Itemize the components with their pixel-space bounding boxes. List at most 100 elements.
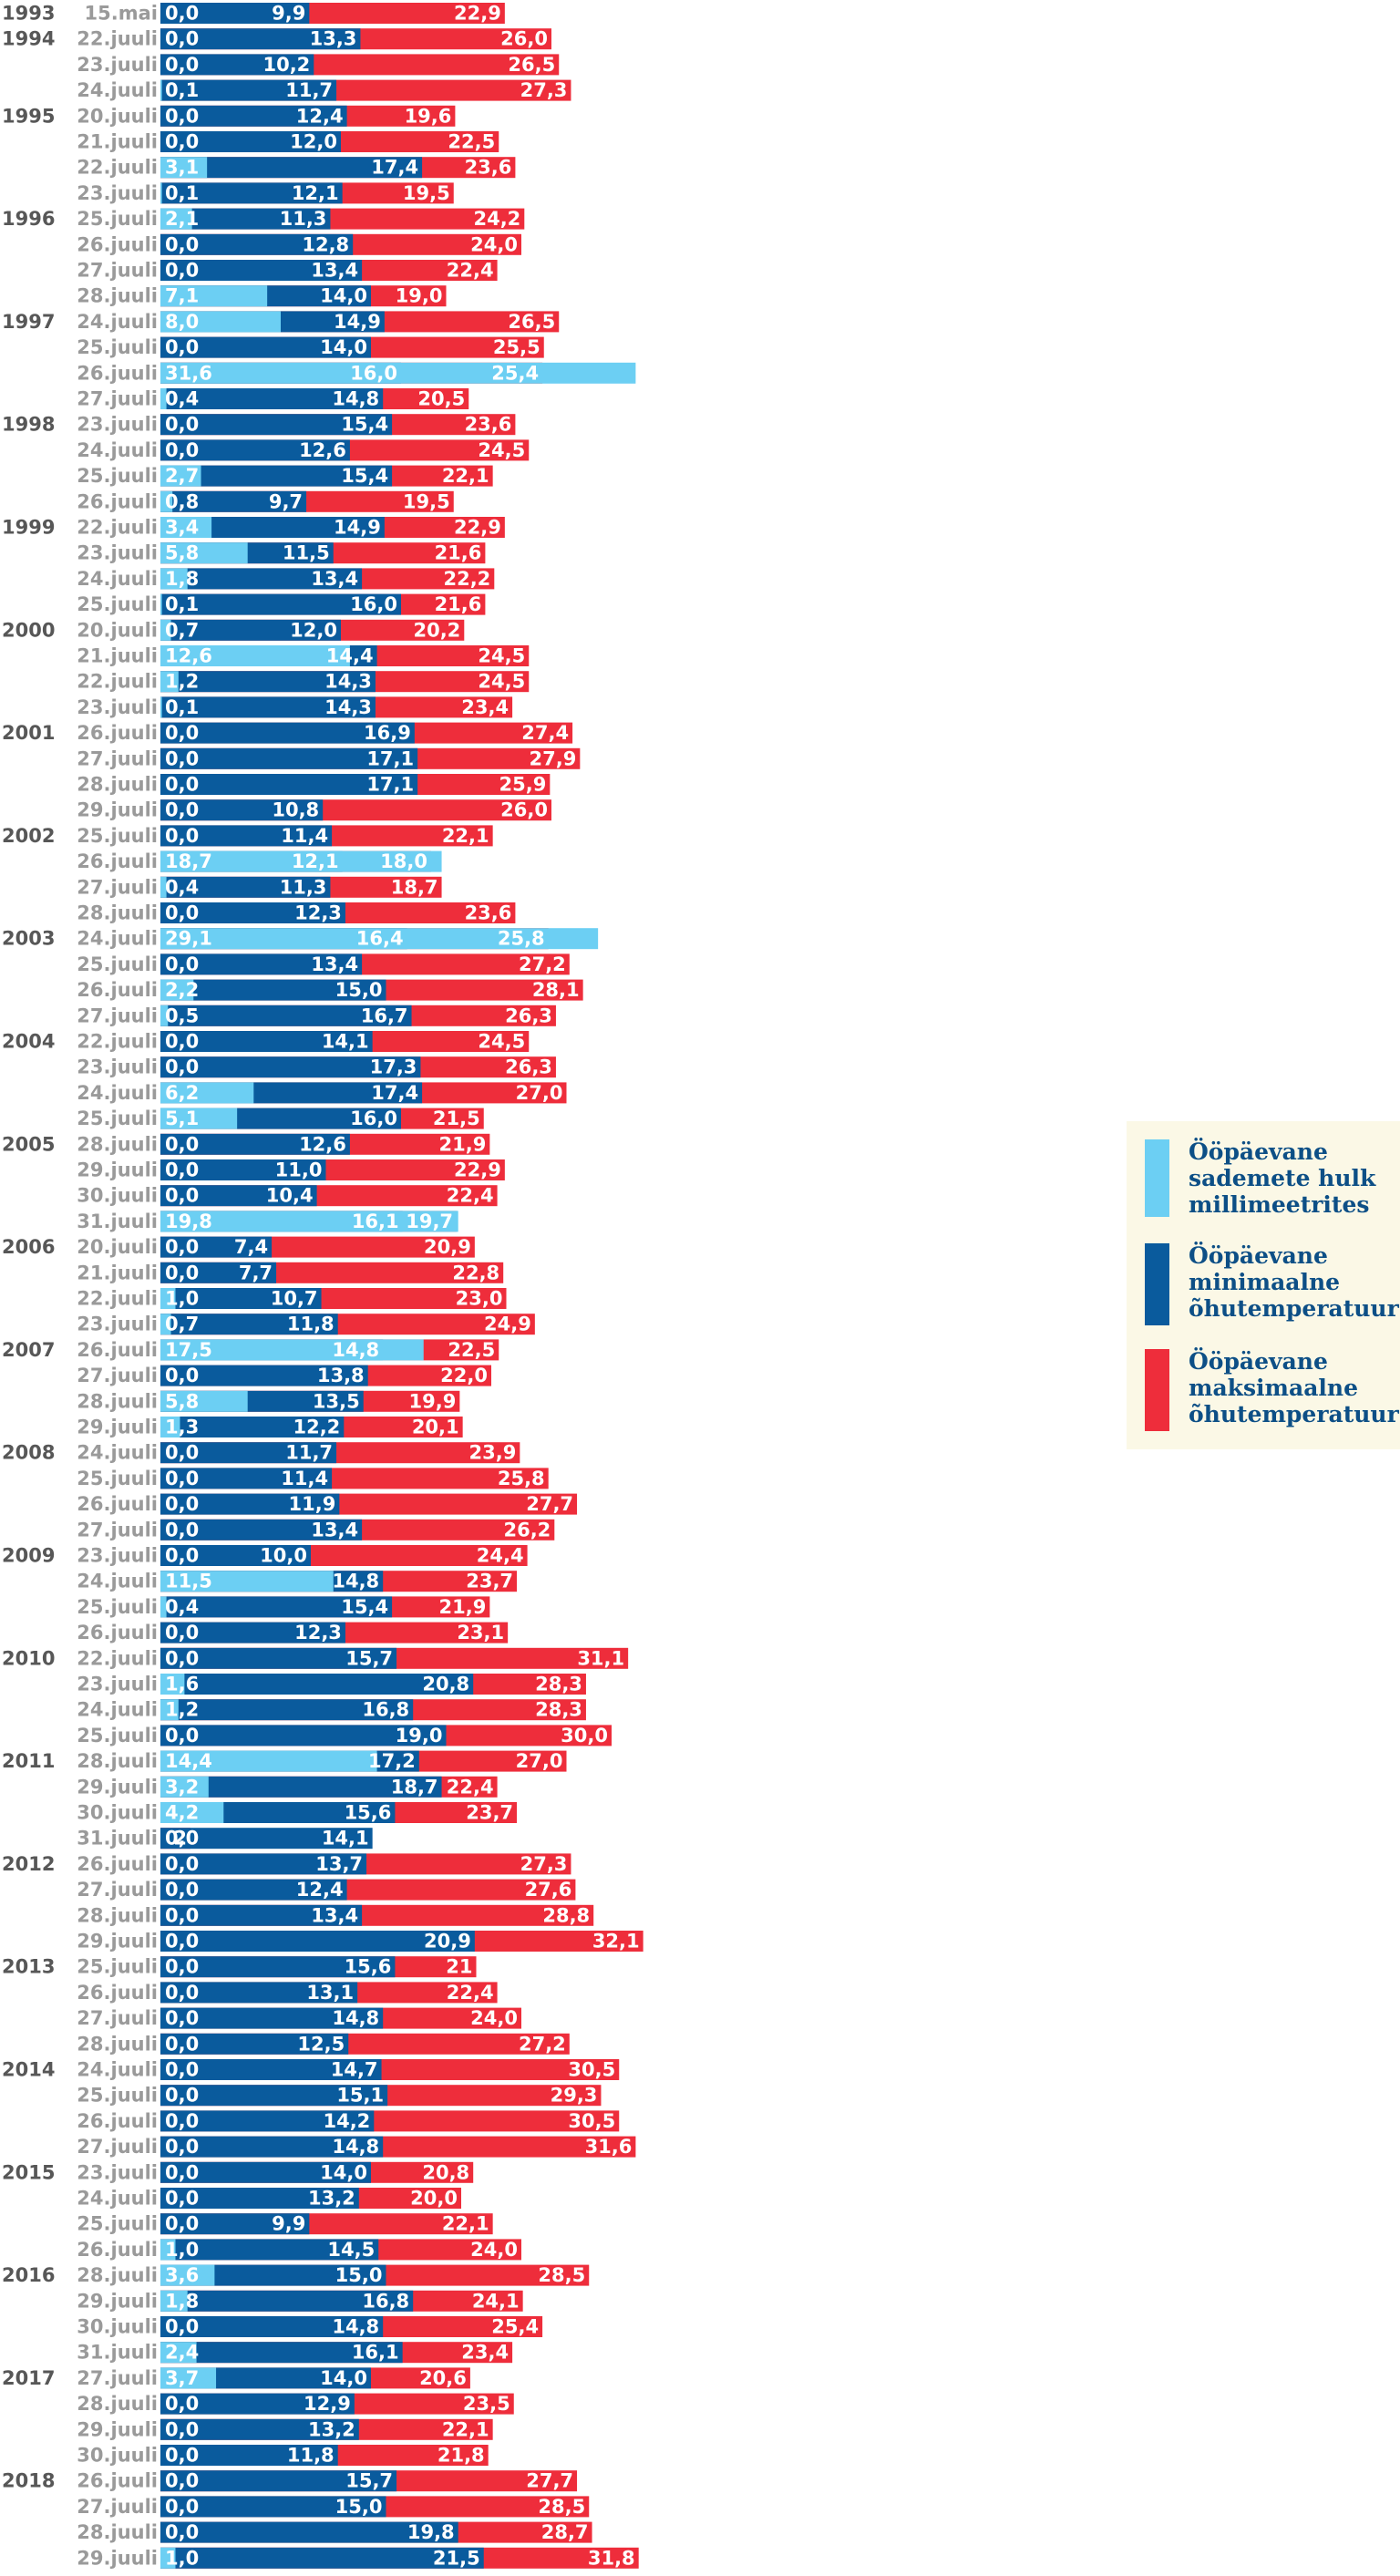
max-temp-value-label: 22,1: [442, 2418, 489, 2440]
min-temp-bar: [160, 876, 331, 898]
precipitation-value-label: 0,0: [165, 2188, 199, 2210]
max-temp-value-label: 20,6: [419, 2367, 467, 2389]
year-label: 2017: [2, 2367, 55, 2389]
max-temp-value-label: 21,8: [438, 2445, 485, 2467]
precipitation-bar: [160, 2547, 176, 2569]
min-temp-value-label: 16,0: [350, 1108, 397, 1129]
min-temp-value-label: 11,8: [287, 1314, 335, 1335]
legend-label: millimeetrites: [1189, 1191, 1369, 1218]
precipitation-value-label: 0,0: [165, 2393, 199, 2415]
min-temp-bar: [160, 2290, 414, 2312]
data-row: 2009 23.juuli 0,0 10,0 24,4: [2, 1545, 528, 1567]
precipitation-bar: [160, 1211, 458, 1232]
data-row: 23.juuli 0,0 17,3 26,3: [77, 1056, 556, 1078]
data-row: 22.juuli 1,2 14,3 24,5: [77, 671, 530, 693]
max-temp-value-label: 27,0: [516, 1082, 563, 1104]
precipitation-value-label: 0,0: [165, 1725, 199, 1747]
year-label: 2000: [2, 619, 55, 641]
precipitation-value-label: 3,6: [165, 2264, 199, 2286]
precipitation-value-label: 0,0: [165, 2521, 199, 2543]
precipitation-value-label: 0,0: [165, 2316, 199, 2338]
precipitation-value-label: 12,6: [165, 645, 212, 667]
min-temp-bar: [160, 182, 343, 204]
date-label: 29.juuli: [77, 2547, 158, 2569]
max-temp-value-label: 24,0: [470, 2007, 518, 2029]
data-row: 25.juuli 0,0 19,0 30,0: [77, 1725, 612, 1747]
data-row: 22.juuli 3,1 17,4 23,6: [77, 157, 516, 179]
min-temp-bar: [160, 2059, 382, 2080]
data-row: 28.juuli 7,1 14,0 19,0: [77, 285, 447, 307]
min-temp-value-label: 12,8: [302, 233, 349, 255]
data-row: 25.juuli 0,4 15,4 21,9: [77, 1596, 490, 1618]
min-temp-bar: [160, 2342, 403, 2364]
date-label: 28.juuli: [77, 2033, 158, 2055]
bar-rows: 1993 15.mai 0,0 9,9 22,9 1994 22.juuli 0,0 13,3 2…: [2, 3, 643, 2569]
data-row: 2012 26.juuli 0,0 13,7 27,3: [2, 1853, 571, 1875]
precipitation-value-label: 11,5: [165, 1571, 212, 1592]
precipitation-value-label: 0,0: [165, 1056, 199, 1078]
date-label: 24.juuli: [77, 439, 158, 461]
min-temp-value-label: 14,3: [324, 671, 372, 693]
min-temp-bar: [160, 1417, 345, 1437]
date-label: 26.juuli: [77, 1339, 158, 1361]
precipitation-bar: [160, 1339, 424, 1361]
date-label: 27.juuli: [77, 2367, 158, 2389]
data-row: 30.juuli 0,0 14,8 25,4: [77, 2316, 543, 2338]
date-label: 29.juuli: [77, 2290, 158, 2312]
legend-swatch-min-temp: [1145, 1243, 1169, 1325]
max-temp-value-label: 24,5: [478, 645, 525, 667]
precipitation-value-label: 0,0: [165, 54, 199, 76]
data-row: 29.juuli 1,8 16,8 24,1: [77, 2290, 523, 2312]
data-row: 23.juuli 0,1 12,1 19,5: [77, 182, 454, 204]
min-temp-value-label: 10,8: [272, 799, 319, 821]
precipitation-value-label: 1,0: [165, 2547, 199, 2569]
min-temp-value-label: 12,1: [292, 182, 339, 204]
precipitation-value-label: 7,1: [165, 285, 199, 307]
min-temp-bar: [160, 208, 331, 230]
min-temp-value-label: 15,7: [345, 1647, 393, 1669]
min-temp-bar: [160, 517, 385, 538]
min-temp-bar: [160, 2161, 371, 2183]
min-temp-value-label: 13,4: [311, 953, 358, 975]
precipitation-bar: [160, 1417, 180, 1437]
precipitation-bar: [160, 182, 162, 204]
min-temp-value-label: 15,4: [341, 1596, 388, 1618]
data-row: 30.juuli 0,0 10,4 22,4: [77, 1185, 498, 1207]
min-temp-bar: [160, 1133, 350, 1155]
date-label: 25.juuli: [77, 208, 158, 230]
max-temp-value-label: 25,4: [491, 362, 539, 384]
data-row: 28.juuli 0,0 19,8 28,7: [77, 2521, 592, 2543]
min-temp-bar: [160, 233, 354, 255]
data-row: 2006 20.juuli 0,0 7,4 20,9: [2, 1236, 475, 1258]
year-label: 2010: [2, 1647, 55, 1669]
max-temp-value-label: 22,1: [442, 825, 489, 847]
data-row: 26.juuli 2,2 15,0 28,1: [77, 979, 583, 1001]
year-label: 2016: [2, 2264, 55, 2286]
max-temp-value-label: 28,5: [538, 2496, 585, 2518]
max-temp-value-label: 21,9: [439, 1133, 487, 1155]
precipitation-bar: [160, 465, 201, 487]
min-temp-value-label: 13,4: [311, 260, 358, 282]
precipitation-value-label: 2,1: [165, 208, 199, 230]
data-row: 25.juuli 2,7 15,4 22,1: [77, 465, 493, 487]
date-label: 28.juuli: [77, 1133, 158, 1155]
min-temp-bar: [160, 619, 341, 641]
precipitation-value-label: 0,4: [165, 1596, 199, 1618]
data-row: 28.juuli 0,0 12,3 23,6: [77, 902, 516, 924]
precipitation-value-label: 0,1: [165, 182, 199, 204]
min-temp-value-label: 7,4: [234, 1236, 268, 1258]
date-label: 27.juuli: [77, 1879, 158, 1901]
date-label: 24.juuli: [77, 568, 158, 590]
data-row: 21.juuli 12,6 14,4 24,5: [77, 645, 530, 667]
data-row: 29.juuli 1,3 12,2 20,1: [77, 1417, 463, 1438]
min-temp-bar: [160, 1674, 474, 1695]
min-temp-bar: [160, 671, 376, 693]
precipitation-value-label: 0,0: [165, 1828, 199, 1850]
data-row: 26.juuli 0,0 14,2 30,5: [77, 2110, 620, 2132]
date-label: 23.juuli: [77, 1674, 158, 1695]
min-temp-bar: [160, 1442, 337, 1464]
min-temp-bar: [160, 1828, 373, 1850]
date-label: 29.juuli: [77, 2418, 158, 2440]
max-temp-value-label: 21: [446, 1956, 472, 1978]
precipitation-value-label: 0,0: [165, 131, 199, 153]
